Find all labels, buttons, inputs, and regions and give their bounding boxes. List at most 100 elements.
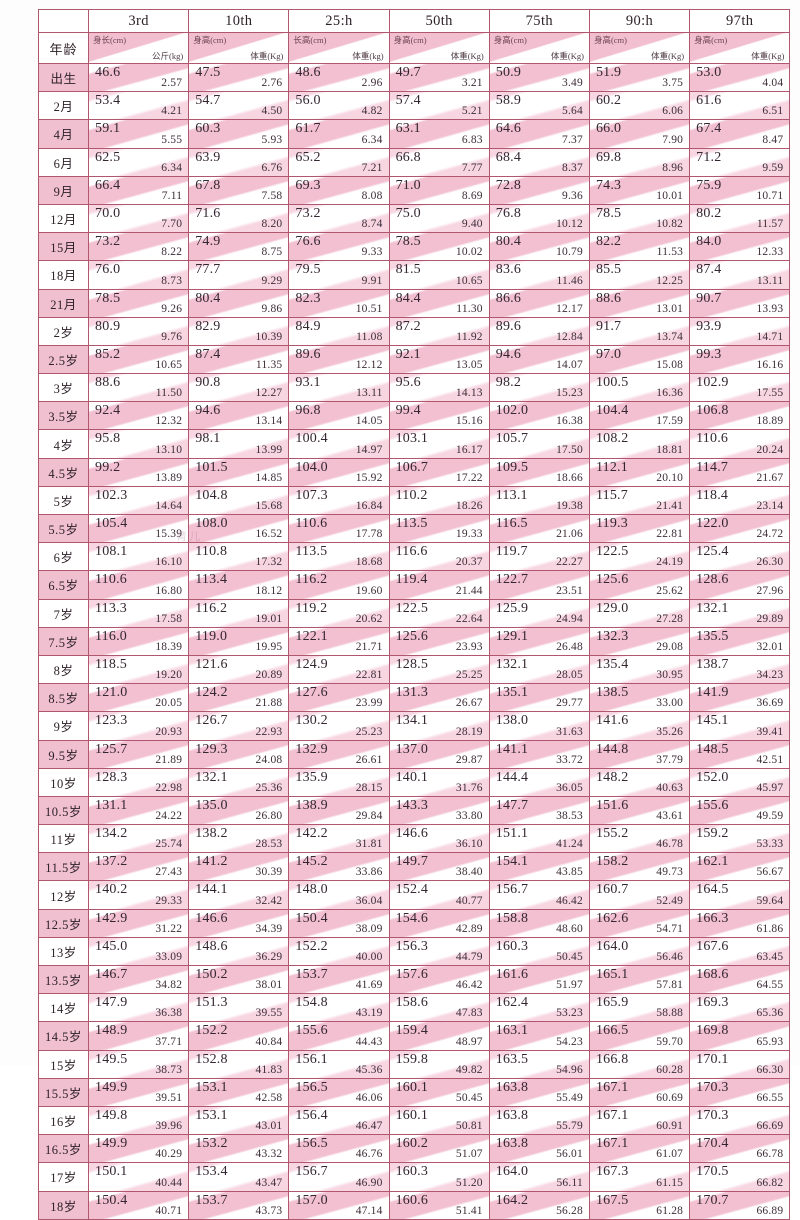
weight-value: 46.78 — [656, 838, 684, 851]
table-row: 18岁 150.4 40.71 153.7 43.73 157.0 47.14 160.6 51… — [38, 1190, 791, 1220]
height-value: 156.3 — [395, 938, 429, 954]
table-row: 3岁 88.6 11.50 90.8 12.27 93.1 13.11 95.6 14.13 98… — [38, 373, 791, 403]
age-cell: 4.5岁 — [38, 457, 89, 487]
cell-stripe — [89, 741, 188, 768]
height-value: 125.7 — [95, 741, 128, 757]
weight-value: 19.95 — [255, 640, 283, 653]
height-value: 65.2 — [295, 149, 321, 165]
measurement-cell: 90.8 12.27 — [188, 373, 290, 403]
cell-stripe — [289, 769, 389, 796]
height-value: 86.6 — [495, 290, 522, 306]
measurement-cell: 147.7 38.53 — [488, 795, 590, 826]
cell-stripe — [590, 712, 689, 739]
height-value: 165.9 — [595, 995, 629, 1011]
cell-stripe — [89, 290, 188, 317]
measurement-cell: 125.6 25.62 — [588, 570, 691, 600]
measurement-cell: 67.8 7.58 — [188, 175, 290, 205]
height-value: 135.9 — [295, 769, 328, 785]
table-row: 12岁 140.2 29.33 144.1 32.42 148.0 36.04 152.4 40… — [38, 880, 791, 910]
measurement-cell: 148.2 40.63 — [588, 767, 691, 797]
height-value: 58.9 — [495, 93, 522, 109]
measurement-cell: 141.9 36.69 — [689, 683, 791, 713]
height-value: 142.9 — [95, 910, 128, 926]
measurement-cell: 145.2 33.86 — [288, 852, 390, 882]
height-value: 116.2 — [195, 600, 228, 616]
cell-stripe — [390, 120, 489, 148]
weight-value: 38.40 — [455, 866, 483, 879]
weight-value: 11.46 — [556, 274, 583, 287]
measurement-cell: 76.0 8.73 — [87, 260, 190, 290]
weight-value: 11.57 — [756, 218, 784, 231]
weight-value: 40.77 — [455, 894, 483, 907]
height-value: 125.6 — [395, 628, 429, 644]
cell-stripe — [690, 543, 789, 570]
cell-stripe — [490, 684, 589, 711]
measurement-cell: 125.4 26.30 — [689, 542, 791, 572]
weight-value: 22.27 — [556, 556, 583, 569]
height-value: 107.3 — [295, 487, 328, 503]
table-row: 2.5岁 85.2 10.65 87.4 11.35 89.6 12.12 92.1 13.05… — [38, 344, 791, 375]
weight-value: 6.06 — [662, 105, 684, 118]
cell-stripe — [690, 346, 789, 373]
height-value: 113.1 — [495, 487, 528, 503]
measurement-cell: 108.1 16.10 — [87, 542, 190, 572]
cell-stripe — [289, 149, 389, 176]
table-row: 7岁 113.3 17.58 116.2 19.01 119.2 20.62 122.5 22.… — [38, 598, 791, 628]
height-value: 119.3 — [595, 516, 628, 531]
age-cell: 9.5岁 — [38, 739, 89, 769]
height-value: 170.4 — [696, 1136, 729, 1152]
weight-value: 41.24 — [556, 838, 583, 851]
cell-stripe — [690, 515, 789, 542]
measurement-cell: 159.4 48.97 — [388, 1021, 490, 1051]
measurement-cell: 149.9 40.29 — [87, 1134, 190, 1164]
measurement-cell: 116.5 21.06 — [488, 513, 590, 544]
cell-stripe — [590, 938, 689, 965]
weight-value: 40.44 — [155, 1176, 183, 1189]
measurement-cell: 92.4 12.32 — [87, 401, 190, 431]
measurement-cell: 163.8 56.01 — [488, 1134, 590, 1164]
height-value: 116.2 — [295, 572, 328, 588]
cell-stripe — [390, 712, 489, 739]
height-value: 137.0 — [395, 741, 429, 757]
measurement-cell: 124.2 21.88 — [188, 683, 290, 713]
measurement-cell: 140.2 29.33 — [87, 880, 190, 910]
cell-stripe — [89, 233, 188, 260]
cell-stripe — [690, 966, 789, 993]
weight-value: 19.33 — [455, 528, 483, 541]
measurement-cell: 66.8 7.77 — [388, 147, 490, 177]
weight-value: 16.36 — [656, 387, 684, 400]
cell-stripe — [690, 994, 789, 1021]
cell-stripe — [189, 149, 288, 176]
measurement-cell: 61.6 6.51 — [689, 91, 791, 121]
weight-value: 38.01 — [255, 979, 283, 992]
measurement-cell: 167.1 61.07 — [588, 1134, 691, 1164]
weight-value: 11.30 — [456, 302, 483, 315]
measurement-cell: 80.4 10.79 — [488, 232, 590, 262]
measurement-cell: 65.2 7.21 — [288, 147, 390, 177]
height-value: 144.1 — [195, 882, 228, 898]
weight-value: 33.09 — [155, 951, 183, 963]
cell-stripe — [590, 769, 689, 796]
cell-stripe — [490, 205, 589, 232]
height-value: 160.3 — [495, 938, 529, 954]
measurement-cell: 130.2 25.23 — [288, 711, 390, 741]
cell-stripe — [390, 994, 489, 1021]
weight-value: 10.71 — [756, 189, 784, 202]
measurement-cell: 148.6 36.29 — [188, 936, 290, 967]
weight-value: 26.61 — [355, 753, 383, 766]
age-cell: 9岁 — [38, 711, 89, 741]
weight-value: 59.64 — [756, 894, 784, 907]
weight-value: 22.93 — [255, 725, 283, 738]
measurement-cell: 124.9 22.81 — [288, 654, 390, 685]
height-value: 146.6 — [395, 826, 429, 842]
height-value: 82.2 — [595, 234, 622, 250]
weight-value: 43.19 — [355, 1007, 383, 1020]
weight-unit-label: 体重(Kg) — [651, 51, 685, 61]
weight-value: 18.81 — [656, 443, 684, 456]
weight-value: 21.06 — [556, 528, 583, 541]
cell-stripe — [390, 233, 489, 260]
height-value: 132.1 — [495, 656, 529, 672]
measurement-cell: 152.0 45.97 — [689, 767, 791, 797]
height-value: 163.8 — [495, 1136, 529, 1152]
cell-stripe — [390, 741, 489, 768]
